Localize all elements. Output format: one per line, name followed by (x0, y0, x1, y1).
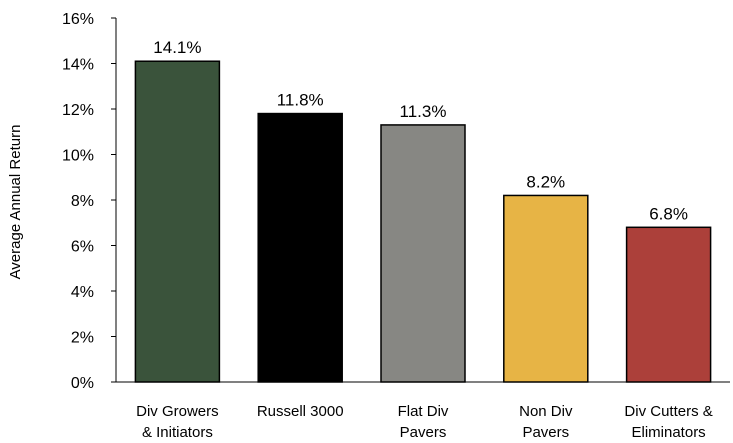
y-tick-label: 10% (62, 148, 94, 165)
y-tick-label: 0% (71, 375, 94, 392)
category-label: Russell 3000 (257, 403, 344, 420)
y-tick-label: 14% (62, 57, 94, 74)
category-label: Div Cutters & Eliminators (624, 403, 712, 441)
y-tick-label: 2% (71, 330, 94, 347)
bar (503, 194, 589, 383)
data-label: 8.2% (526, 172, 565, 191)
category-label: Non Div Pavers (519, 403, 573, 441)
y-tick-label: 12% (62, 102, 94, 119)
bar (257, 112, 343, 383)
data-label: 6.8% (649, 204, 688, 223)
bar (134, 60, 221, 383)
data-label: 14.1% (153, 38, 201, 57)
bars (134, 60, 712, 383)
category-label: Flat Div Pavers (398, 403, 449, 441)
bar (380, 124, 466, 383)
y-tick-label: 6% (71, 239, 94, 256)
data-label: 11.3% (400, 102, 447, 121)
y-tick-label: 8% (71, 193, 94, 210)
y-axis-label: Average Annual Return (7, 125, 24, 280)
data-label: 11.8% (277, 91, 324, 110)
category-labels: Div Growers & Initiators Russell 3000 Flat … (136, 403, 713, 441)
data-labels: 14.1% 11.8% 11.3% 8.2% 6.8% (153, 38, 688, 223)
category-label: Div Growers & Initiators (136, 403, 219, 441)
bar (625, 226, 712, 383)
y-tick-label: 4% (71, 284, 94, 301)
y-tick-label: 16% (62, 11, 94, 28)
y-axis-ticks: 0% 2% 4% 6% 8% 10% 12% 14% 16% (62, 11, 116, 392)
